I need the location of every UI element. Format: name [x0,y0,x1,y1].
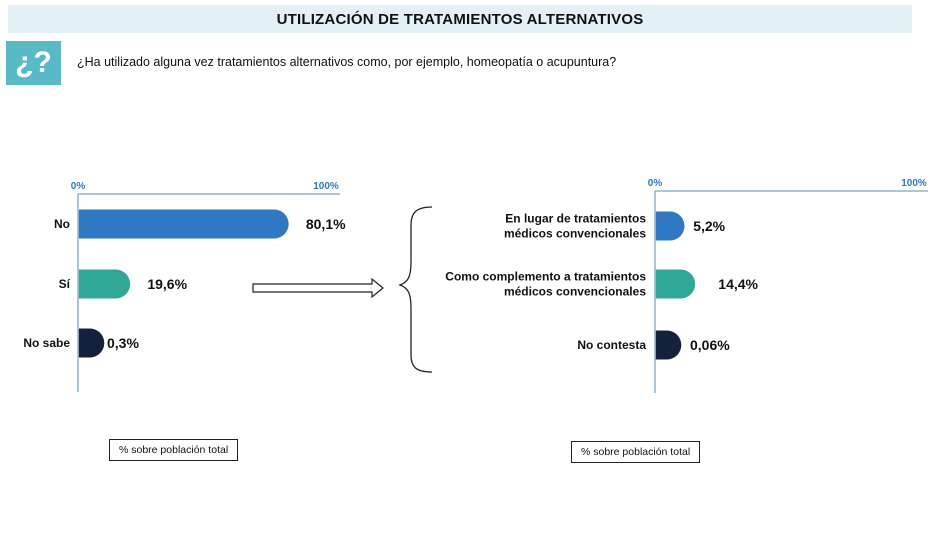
right-category-label-2: No contesta [577,338,646,352]
left-bar-2 [78,328,105,358]
right-bar-0 [655,211,685,241]
left-tick-label-100: 100% [313,181,339,192]
left-tick-label-0: 0% [71,181,86,192]
title-bar: UTILIZACIÓN DE TRATAMIENTOS ALTERNATIVOS [8,5,912,33]
right-tick-label-100: 100% [901,178,927,189]
left-category-label-2: No sabe [23,336,70,350]
left-value-label-0: 80,1% [306,216,346,232]
right-bar-2 [655,330,682,360]
left-value-label-1: 19,6% [147,276,187,292]
left-value-label-2: 0,3% [107,335,139,351]
left-category-label-1: Sí [59,277,71,291]
left-bar-0 [78,209,289,239]
right-tick-label-0: 0% [648,178,663,189]
question-mark-icon: ¿? [6,41,61,85]
right-category-label-1-line-1: médicos convencionales [504,285,646,299]
right-value-label-1: 14,4% [718,276,758,292]
right-value-label-2: 0,06% [690,337,730,353]
right-category-label-0-line-0: En lugar de tratamientos [505,212,646,226]
survey-question: ¿Ha utilizado alguna vez tratamientos al… [77,55,617,69]
right-bar-1 [655,269,696,299]
right-category-label-1-line-0: Como complemento a tratamientos [445,270,646,284]
page-title: UTILIZACIÓN DE TRATAMIENTOS ALTERNATIVOS [276,10,644,28]
bracket [398,206,433,373]
footnote-left: % sobre población total [109,439,239,461]
connector-arrow [252,277,384,299]
right-category-label-0-line-1: médicos convencionales [504,227,646,241]
left-category-label-0: No [54,217,70,231]
right-value-label-0: 5,2% [693,218,725,234]
footnote-right: % sobre población total [571,441,701,463]
left-bar-1 [78,269,131,299]
